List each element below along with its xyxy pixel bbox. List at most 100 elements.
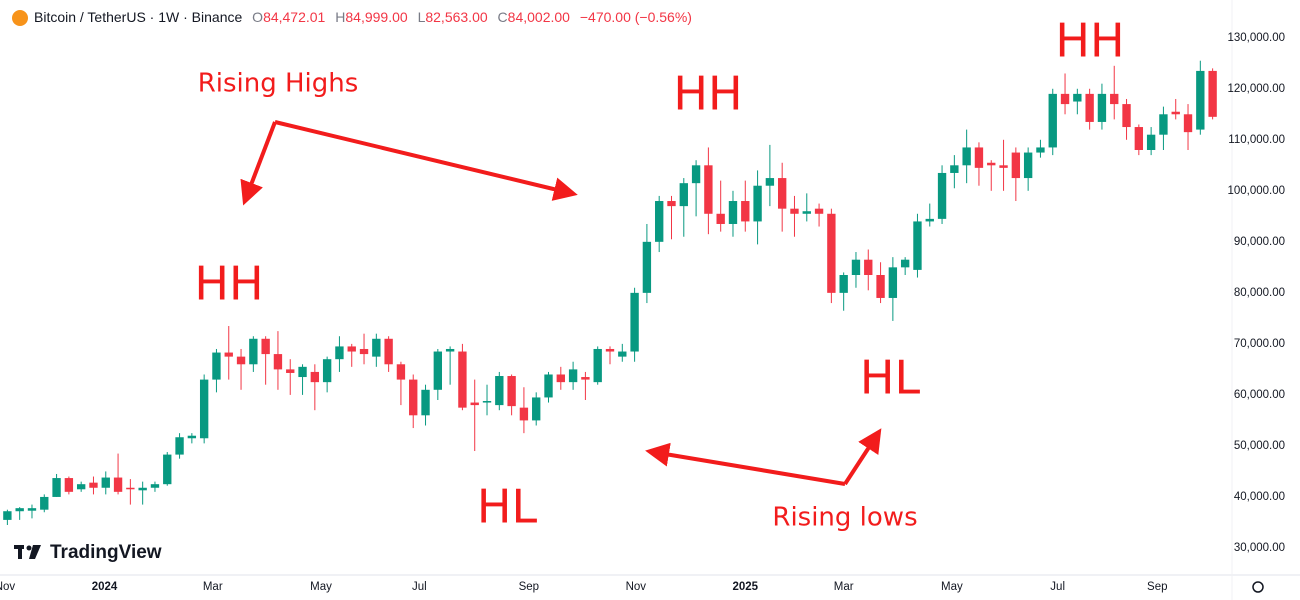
candle-body [728,201,738,224]
header: Bitcoin / TetherUS · 1W · Binance O84,47… [34,9,692,25]
candle-body [704,165,713,214]
candle-body [679,183,688,207]
y-tick-label: 80,000.00 [1234,287,1285,299]
plot-area [3,60,1217,525]
candle-body [212,352,221,380]
candle-body [630,292,639,352]
candle-body [1011,152,1021,179]
candle-body [409,379,418,416]
candle-body [507,376,516,407]
candle-body [1060,93,1070,105]
arrow [274,120,578,201]
y-tick-label: 130,000.00 [1227,32,1285,44]
candle-body [568,369,578,383]
candle-body [138,487,147,491]
candle-body [126,487,135,490]
candle-body [1097,93,1107,122]
candle-body [310,371,320,383]
candle-body [765,178,775,186]
candle-body [40,496,49,510]
candle-body [1134,127,1144,150]
candle-body [974,147,984,168]
candle-body [876,275,885,298]
watermark: TradingView [50,542,162,563]
candle-body [925,218,934,222]
candle-body [3,511,12,520]
candle-body [962,147,971,166]
candle-body [581,377,590,380]
candle-body [76,484,86,490]
candle-body [495,376,504,406]
x-tick-label: 2025 [732,581,758,593]
candle-body [1196,70,1205,130]
y-tick-label: 30,000.00 [1234,542,1285,554]
change: −470.00 (−0.56%) [580,9,692,25]
candle-body [827,213,836,293]
settings-icon[interactable] [1252,581,1264,593]
symbol-icon [12,10,28,26]
candle-body [814,208,824,214]
candle-body [1122,104,1131,128]
annotation: HH [673,67,742,121]
y-tick-label: 90,000.00 [1234,236,1285,248]
arrow [645,442,846,486]
annotation: Rising lows [772,503,917,533]
candle-body [839,275,848,293]
candle-body [888,267,898,298]
candle-body [273,354,283,370]
x-tick-label: Jul [412,581,427,593]
arrow [843,428,882,486]
candle-body [1110,93,1119,105]
candle-body [372,338,381,357]
candle-body [286,369,295,373]
symbol: Bitcoin / TetherUS · 1W · Binance [34,9,242,25]
candle-body [64,478,74,492]
annotation: HH [194,257,263,311]
candle-body [667,201,676,207]
field-value: 84,472.01 [263,9,325,25]
candle-body [347,346,356,352]
arrow [240,121,277,206]
candle-body [1085,93,1094,122]
x-tick-label: Sep [1147,581,1167,593]
y-tick-label: 120,000.00 [1227,83,1285,95]
x-tick-label: Nov [626,581,647,593]
watermark-logo [14,545,41,559]
candle-body [199,379,209,439]
candle-body [556,374,565,383]
candle-body [384,338,393,365]
candle-body [261,338,270,355]
annotation: HL [477,480,538,534]
candle-body [900,259,910,268]
candle-body [1073,93,1082,102]
x-tick-label: 2024 [92,581,118,593]
x-tick-label: May [941,581,963,593]
x-tick-label: Mar [834,581,854,593]
candle-body [777,178,787,209]
candle-body [89,482,98,488]
x-tick-label: Nov [0,581,15,593]
x-tick-label: May [310,581,332,593]
candle-body [322,359,332,383]
candle-body [544,374,553,398]
candle-body [741,201,750,222]
field-value: 82,563.00 [425,9,487,25]
candle-body [1171,111,1180,115]
annotation: Rising Highs [198,69,359,99]
candle-body [101,477,110,488]
candle-body [999,165,1008,168]
y-tick-label: 40,000.00 [1234,491,1285,503]
field-value: 84,002.00 [508,9,570,25]
candle-body [864,259,873,275]
candle-body [987,162,996,166]
candle-body [470,402,479,406]
candle-body [421,389,430,416]
candle-body [335,346,344,360]
y-tick-label: 70,000.00 [1234,338,1285,350]
candle-body [655,201,664,242]
candle-body [802,211,811,214]
candle-body [1048,93,1057,148]
y-tick-label: 60,000.00 [1234,389,1285,401]
candle-body [298,366,307,378]
